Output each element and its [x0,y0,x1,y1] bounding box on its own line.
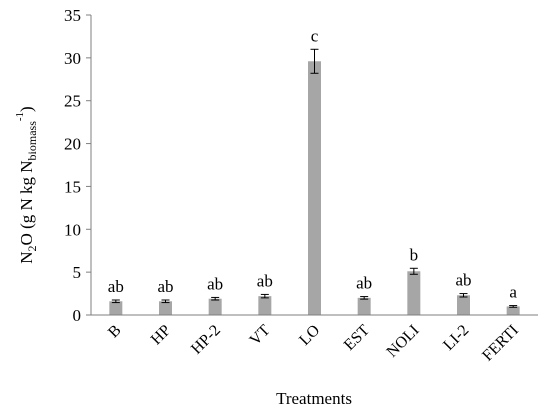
significance-letter: ab [356,274,372,293]
significance-letter: ab [157,277,173,296]
x-tick-label: HP-2 [188,322,224,358]
y-tick-label: 0 [73,306,82,325]
y-axis-ticks: 0 5 10 15 20 25 30 35 [64,6,91,325]
x-tick-label: B [105,322,125,342]
bar-noli [407,271,421,315]
significance-letter: ab [455,271,471,290]
y-axis-title-close: ) [17,106,36,112]
x-tick-label: NOLI [384,322,423,361]
x-tick-label: FERTI [479,322,522,365]
significance-letter: c [311,26,319,45]
y-tick-label: 10 [64,220,81,239]
y-axis-title-n: N [17,251,36,263]
y-axis-title-sub-2: 2 [25,245,39,251]
y-tick-label: 20 [64,135,81,154]
y-tick-label: 30 [64,49,81,68]
y-axis-title-unit: O (g N kg N [17,160,36,245]
bars [109,61,520,316]
bar-b [109,301,123,315]
bar-est [357,297,371,315]
x-axis-ticks: B HP HP-2 VT LO EST NOLI LI-2 FERTI [105,322,522,365]
y-tick-label: 25 [64,92,81,111]
bar-hp [159,301,172,315]
y-axis-title: N2O (g N kg Nbiomass-1) [14,106,39,263]
x-tick-label: LO [296,322,323,349]
y-tick-label: 5 [73,263,82,282]
svg-text:N2O (g N kg Nbiomass-1): N2O (g N kg Nbiomass-1) [14,106,39,263]
y-axis-title-sub-biomass: biomass [25,121,39,161]
x-axis-title: Treatments [276,389,352,408]
y-axis-title-sup: -1 [14,112,26,121]
x-tick-label: LI-2 [440,322,472,354]
bar-hp-2 [208,298,222,315]
bar-lo [308,61,321,316]
x-tick-label: VT [247,322,274,349]
significance-letter: a [509,283,517,302]
bar-ferti [506,306,520,315]
significance-letter: ab [207,274,223,293]
x-tick-label: EST [341,322,373,354]
axes [90,15,538,316]
y-tick-label: 35 [64,6,81,25]
significance-letter: b [410,245,419,264]
bar-li-2 [457,295,470,315]
y-tick-label: 15 [64,177,81,196]
significance-letter: ab [108,277,124,296]
error-bars [111,48,518,308]
significance-letter: ab [257,271,273,290]
significance-letters: ab ab ab ab c ab b ab a [108,26,518,301]
bar-vt [258,296,272,315]
x-tick-label: HP [148,322,175,349]
